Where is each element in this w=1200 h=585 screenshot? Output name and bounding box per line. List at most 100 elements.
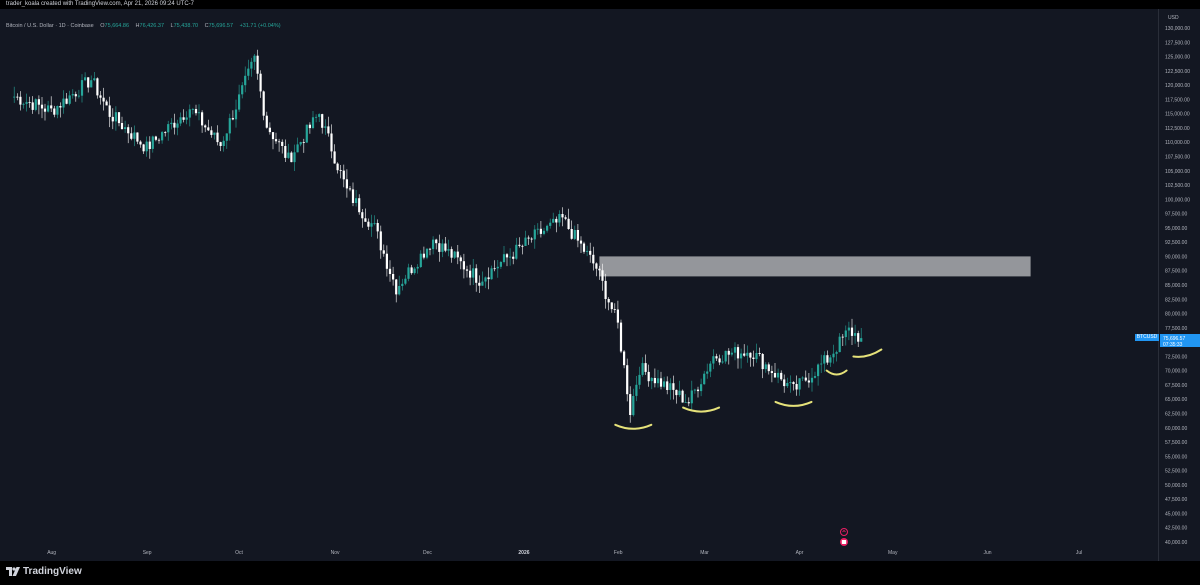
candle-body [234, 109, 238, 120]
candlestick-chart[interactable]: AugSepOctNovDec2026FebMarAprMayJunJulAug [0, 9, 1158, 561]
candle-body [801, 377, 804, 379]
attribution-text: trader_koala created with TradingView.co… [6, 1, 194, 7]
candle-up [509, 248, 512, 266]
candle-body [493, 268, 496, 270]
candle-body [783, 379, 786, 387]
symbol-legend[interactable]: Bitcoin / U.S. Dollar · 1D · Coinbase O7… [6, 22, 281, 30]
candle-body [530, 238, 533, 240]
candle-down [758, 347, 761, 357]
candle-up [472, 259, 475, 285]
candle-up [854, 324, 857, 344]
candle-down [231, 110, 234, 121]
candle-down [521, 244, 524, 255]
support-curve-annotation[interactable] [614, 423, 653, 430]
tradingview-logo[interactable]: TradingView [6, 566, 82, 577]
candle-up [47, 100, 50, 113]
price-axis-label: 102,500.00 [1165, 183, 1190, 189]
candle-body [817, 364, 820, 377]
price-axis-label: 122,500.00 [1165, 69, 1190, 75]
candle-body [659, 378, 663, 387]
candle-body [413, 268, 416, 274]
candle-body [117, 112, 121, 124]
candle-body [826, 355, 829, 363]
symbol-title[interactable]: Bitcoin / U.S. Dollar · 1D · Coinbase [6, 23, 94, 29]
price-axis-label: 97,500.00 [1165, 212, 1187, 218]
price-axis-label: 127,500.00 [1165, 40, 1190, 46]
candle-body [546, 225, 549, 231]
candle-up [373, 215, 376, 226]
candle-down [43, 103, 47, 121]
candle-up [549, 218, 552, 229]
candle-up [25, 93, 28, 112]
candle-body [453, 251, 456, 258]
candle-up [481, 271, 484, 286]
candle-body [844, 330, 847, 338]
candle-up [798, 378, 801, 396]
price-axis[interactable]: USD 130,000.00 127,500.00 125,000.00 122,50… [1158, 9, 1200, 561]
chart-pane[interactable]: AugSepOctNovDec2026FebMarAprMayJunJulAug… [0, 9, 1200, 561]
candle-body [623, 351, 626, 366]
candle-up [515, 237, 518, 260]
candle-up [161, 131, 164, 144]
candle-up [404, 274, 407, 286]
time-axis-label: Sep [143, 550, 152, 556]
candle-up [296, 137, 299, 153]
candle-body [219, 142, 222, 146]
candle-body [650, 378, 653, 382]
candle-up [90, 75, 93, 88]
candle-body [13, 96, 16, 98]
candle-body [228, 118, 231, 134]
price-axis-label: 45,000.00 [1165, 511, 1187, 517]
candle-down [364, 208, 367, 222]
supply-zone-rectangle[interactable] [599, 256, 1031, 277]
candle-body [327, 126, 330, 134]
news-event-icon[interactable] [840, 538, 848, 546]
candle-down [59, 102, 62, 118]
candle-body [703, 373, 706, 385]
candle-body [721, 361, 724, 363]
candle-up [77, 89, 80, 99]
candle-down [687, 397, 690, 407]
candle-body [179, 117, 182, 124]
candle-up [746, 345, 749, 363]
time-axis-label: Nov [331, 550, 340, 556]
support-curve-annotation[interactable] [774, 400, 813, 407]
candle-down [582, 241, 586, 254]
candle-up [496, 260, 499, 278]
candle-down [65, 93, 68, 105]
candle-body [746, 352, 749, 356]
support-curve-annotation[interactable] [852, 348, 883, 358]
ohlc-high-value: 76,426.37 [139, 23, 164, 29]
candle-up [638, 366, 641, 390]
candle-body [777, 372, 780, 378]
footer-bar [0, 561, 1200, 585]
candle-down [342, 164, 345, 188]
candle-up [22, 102, 25, 109]
candle-body [244, 75, 247, 86]
dividend-event-icon[interactable] [840, 528, 848, 536]
ohlc-change: +31.71 (+0.04%) [239, 23, 281, 29]
support-curve-annotation[interactable] [682, 406, 721, 413]
candle-up [817, 363, 820, 386]
candle-body [490, 268, 493, 280]
candle-up [733, 342, 737, 361]
candle-body [860, 338, 863, 342]
candle-down [265, 111, 268, 129]
candle-body [450, 249, 453, 258]
time-axis-label: Mar [700, 550, 709, 556]
candle-down [727, 348, 730, 365]
candle-up [524, 230, 527, 246]
candle-up [573, 225, 576, 240]
candle-down [610, 302, 613, 313]
candle-body [395, 279, 398, 295]
candle-down [422, 246, 425, 260]
price-axis-label: 80,000.00 [1165, 312, 1187, 318]
candle-body [59, 106, 62, 108]
candle-down [127, 124, 130, 144]
candle-body [130, 133, 133, 139]
candle-body [804, 377, 807, 381]
support-curve-annotation[interactable] [825, 369, 848, 376]
candle-down [210, 126, 213, 138]
candle-down [142, 143, 145, 154]
candle-body [857, 333, 860, 342]
